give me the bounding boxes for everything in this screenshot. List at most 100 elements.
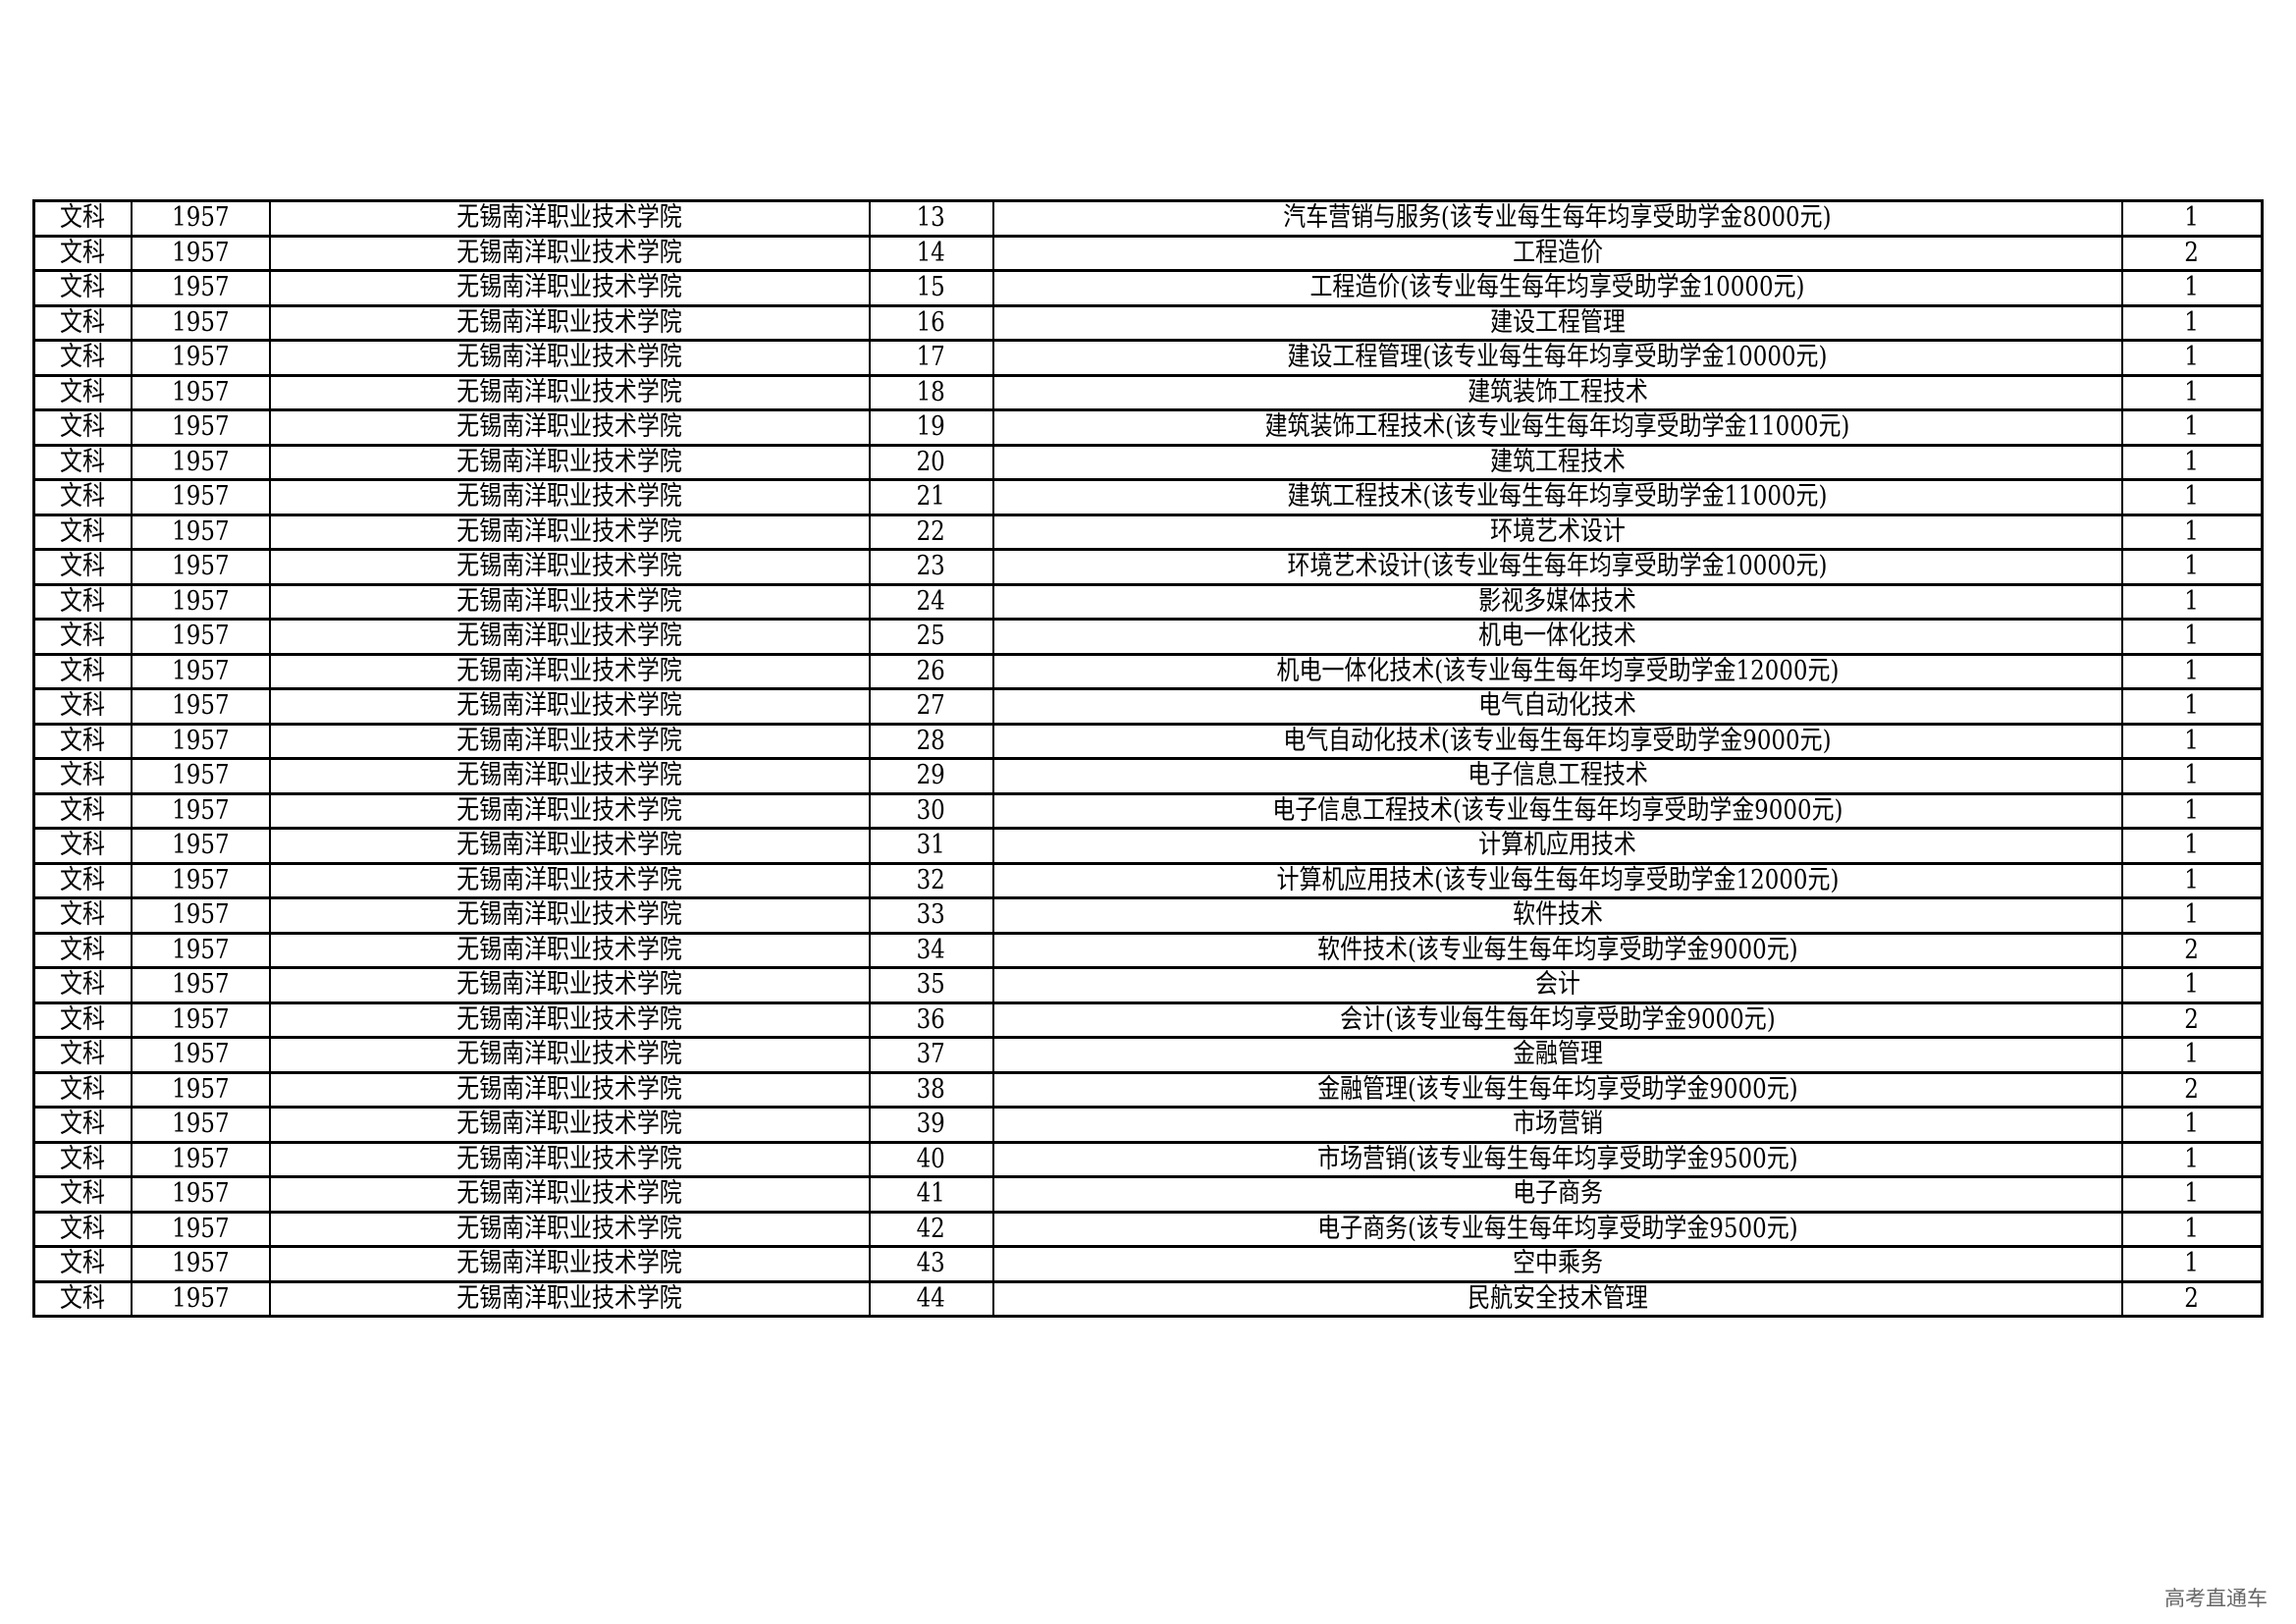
code-cell-text: 1957 <box>171 1039 230 1070</box>
major-name-cell: 机电一体化技术 <box>991 618 2123 656</box>
code-cell: 1957 <box>130 1245 271 1283</box>
table-row: 文科 1957 无锡南洋职业技术学院 23 环境艺术设计(该专业每生每年均享受助学金10… <box>32 548 2264 586</box>
major-code-cell-text: 20 <box>916 446 946 477</box>
count-cell: 1 <box>2120 1106 2264 1144</box>
count-cell: 1 <box>2120 722 2264 760</box>
code-cell: 1957 <box>130 303 271 342</box>
count-cell-text: 1 <box>2184 1109 2200 1140</box>
category-cell-text: 文科 <box>60 342 106 373</box>
school-cell-text: 无锡南洋职业技术学院 <box>456 237 682 268</box>
count-cell: 1 <box>2120 896 2264 935</box>
school-cell-text: 无锡南洋职业技术学院 <box>456 446 682 477</box>
major-code-cell-text: 19 <box>916 411 946 443</box>
school-cell: 无锡南洋职业技术学院 <box>268 303 871 342</box>
major-code-cell: 30 <box>868 791 994 830</box>
major-code-cell-text: 44 <box>916 1282 946 1314</box>
category-cell-text: 文科 <box>60 725 106 756</box>
major-code-cell: 44 <box>868 1279 994 1318</box>
code-cell-text: 1957 <box>171 655 230 686</box>
major-code-cell-text: 21 <box>916 481 946 513</box>
code-cell-text: 1957 <box>171 830 230 861</box>
category-cell: 文科 <box>32 861 133 899</box>
school-cell-text: 无锡南洋职业技术学院 <box>456 934 682 965</box>
code-cell: 1957 <box>130 1279 271 1318</box>
major-code-cell: 23 <box>868 548 994 586</box>
major-name-cell: 计算机应用技术(该专业每生每年均享受助学金12000元) <box>991 861 2123 899</box>
major-name-cell: 电气自动化技术 <box>991 687 2123 726</box>
major-name-cell-text: 金融管理 <box>1512 1039 1603 1070</box>
category-cell-text: 文科 <box>60 864 106 895</box>
category-cell-text: 文科 <box>60 655 106 686</box>
school-cell: 无锡南洋职业技术学院 <box>268 652 871 690</box>
category-cell: 文科 <box>32 1210 133 1248</box>
code-cell: 1957 <box>130 339 271 377</box>
school-cell: 无锡南洋职业技术学院 <box>268 722 871 760</box>
major-code-cell-text: 13 <box>916 202 946 234</box>
major-code-cell: 26 <box>868 652 994 690</box>
code-cell-text: 1957 <box>171 342 230 373</box>
code-cell-text: 1957 <box>171 1178 230 1210</box>
code-cell-text: 1957 <box>171 481 230 513</box>
major-name-cell: 电子商务 <box>991 1175 2123 1214</box>
count-cell: 1 <box>2120 827 2264 865</box>
category-cell-text: 文科 <box>60 1073 106 1105</box>
count-cell-text: 1 <box>2184 376 2200 407</box>
count-cell-text: 2 <box>2184 934 2200 965</box>
table-row: 文科 1957 无锡南洋职业技术学院 39 市场营销 1 <box>32 1106 2264 1144</box>
count-cell-text: 1 <box>2184 585 2200 617</box>
major-name-cell-text: 金融管理(该专业每生每年均享受助学金9000元) <box>1316 1073 1798 1105</box>
school-cell-text: 无锡南洋职业技术学院 <box>456 481 682 513</box>
category-cell: 文科 <box>32 582 133 621</box>
code-cell: 1957 <box>130 687 271 726</box>
table-row: 文科 1957 无锡南洋职业技术学院 27 电气自动化技术 1 <box>32 687 2264 726</box>
major-name-cell: 建筑工程技术 <box>991 443 2123 481</box>
code-cell-text: 1957 <box>171 376 230 407</box>
count-cell-text: 1 <box>2184 621 2200 652</box>
count-cell-text: 1 <box>2184 411 2200 443</box>
major-code-cell: 29 <box>868 757 994 795</box>
school-cell: 无锡南洋职业技术学院 <box>268 791 871 830</box>
enrollment-table: 文科 1957 无锡南洋职业技术学院 13 汽车营销与服务(该专业每生每年均享受助学金8… <box>32 199 2264 1318</box>
category-cell: 文科 <box>32 408 133 447</box>
count-cell: 2 <box>2120 1279 2264 1318</box>
category-cell: 文科 <box>32 199 133 238</box>
major-name-cell: 金融管理 <box>991 1036 2123 1074</box>
school-cell: 无锡南洋职业技术学院 <box>268 269 871 307</box>
school-cell: 无锡南洋职业技术学院 <box>268 443 871 481</box>
category-cell: 文科 <box>32 791 133 830</box>
code-cell-text: 1957 <box>171 237 230 268</box>
major-name-cell-text: 建筑装饰工程技术(该专业每生每年均享受助学金11000元) <box>1264 411 1850 443</box>
count-cell: 1 <box>2120 373 2264 411</box>
major-name-cell-text: 民航安全技术管理 <box>1467 1282 1648 1314</box>
category-cell-text: 文科 <box>60 272 106 303</box>
major-code-cell: 34 <box>868 931 994 969</box>
code-cell-text: 1957 <box>171 1213 230 1244</box>
code-cell: 1957 <box>130 443 271 481</box>
table-row: 文科 1957 无锡南洋职业技术学院 14 工程造价 2 <box>32 234 2264 272</box>
major-code-cell: 24 <box>868 582 994 621</box>
major-code-cell-text: 17 <box>916 342 946 373</box>
table-row: 文科 1957 无锡南洋职业技术学院 42 电子商务(该专业每生每年均享受助学金9500… <box>32 1210 2264 1248</box>
code-cell-text: 1957 <box>171 760 230 791</box>
table-row: 文科 1957 无锡南洋职业技术学院 30 电子信息工程技术(该专业每生每年均享受助学金… <box>32 791 2264 830</box>
major-code-cell-text: 25 <box>916 621 946 652</box>
category-cell-text: 文科 <box>60 237 106 268</box>
table-row: 文科 1957 无锡南洋职业技术学院 25 机电一体化技术 1 <box>32 618 2264 656</box>
major-name-cell: 空中乘务 <box>991 1245 2123 1283</box>
code-cell: 1957 <box>130 722 271 760</box>
category-cell: 文科 <box>32 1245 133 1283</box>
count-cell: 2 <box>2120 234 2264 272</box>
major-code-cell-text: 41 <box>916 1178 946 1210</box>
count-cell: 1 <box>2120 791 2264 830</box>
school-cell-text: 无锡南洋职业技术学院 <box>456 1003 682 1035</box>
major-code-cell: 41 <box>868 1175 994 1214</box>
count-cell: 1 <box>2120 652 2264 690</box>
school-cell-text: 无锡南洋职业技术学院 <box>456 272 682 303</box>
count-cell-text: 1 <box>2184 202 2200 234</box>
code-cell-text: 1957 <box>171 1248 230 1279</box>
major-code-cell: 27 <box>868 687 994 726</box>
code-cell: 1957 <box>130 234 271 272</box>
major-code-cell-text: 28 <box>916 725 946 756</box>
major-code-cell: 15 <box>868 269 994 307</box>
count-cell-text: 1 <box>2184 481 2200 513</box>
